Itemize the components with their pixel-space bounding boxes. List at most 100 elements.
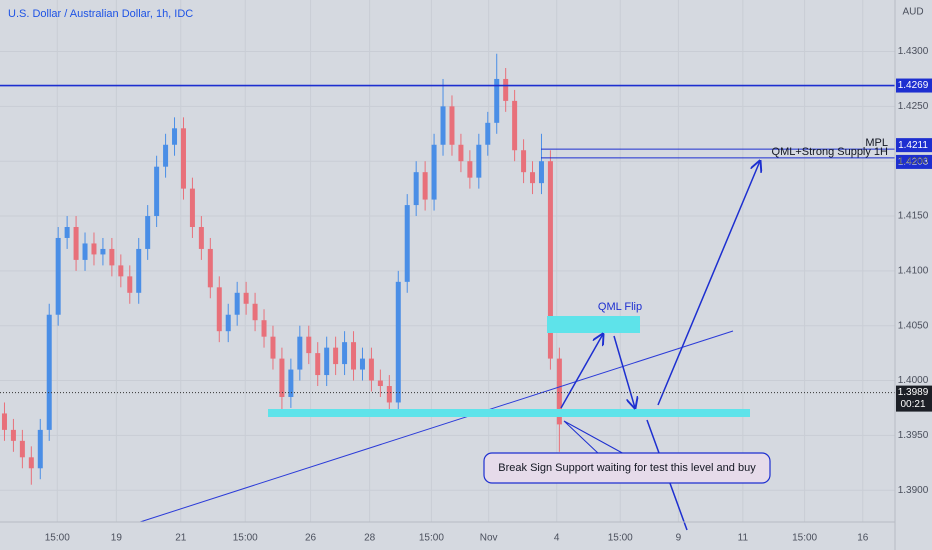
x-tick-label: 11	[738, 533, 749, 544]
x-tick-label: Nov	[480, 533, 498, 544]
candle-body	[476, 144, 482, 178]
candle-body	[431, 144, 437, 200]
candle-body	[180, 128, 186, 189]
candle-body	[234, 292, 240, 315]
candle-body	[55, 237, 61, 315]
countdown: 00:21	[900, 399, 925, 410]
x-tick-label: 15:00	[233, 533, 258, 544]
candle-body	[207, 248, 213, 288]
x-tick-label: 19	[111, 533, 123, 544]
x-tick-label: 4	[554, 533, 560, 544]
candle-body	[503, 78, 509, 101]
candle-body	[467, 161, 473, 178]
candle-body	[136, 248, 142, 293]
x-tick-label: 21	[175, 533, 187, 544]
price-tag	[896, 78, 932, 93]
candle-body	[270, 336, 276, 359]
level-text: QML+Strong Supply 1H	[772, 146, 889, 158]
candle-body	[163, 144, 169, 167]
x-tick-label: 26	[305, 533, 317, 544]
candle-body	[404, 205, 410, 282]
candle-body	[82, 243, 88, 260]
candle-body	[494, 78, 500, 123]
x-tick-label: 15:00	[608, 533, 633, 544]
candle-body	[1, 413, 7, 430]
candle-body	[324, 347, 330, 376]
candle-body	[279, 358, 285, 397]
candle-body	[556, 358, 562, 425]
candle-body	[288, 369, 294, 397]
candle-body	[458, 144, 464, 162]
currency: AUD	[902, 7, 923, 18]
candle-body	[172, 128, 178, 145]
candle-body	[109, 248, 115, 266]
candle-body	[342, 342, 348, 365]
trend-line	[139, 330, 734, 523]
candle-body	[377, 380, 383, 387]
x-tick-label: 15:00	[792, 533, 817, 544]
flip-label: QML Flip	[598, 301, 642, 313]
candle-body	[351, 342, 357, 370]
y-tick-label: 1.3900	[898, 485, 929, 496]
candle-body	[243, 292, 249, 304]
callout-text: Break Sign Support waiting for test this…	[498, 462, 756, 474]
y-tick-label: 1.4250	[898, 101, 929, 112]
candle-body	[100, 248, 106, 255]
candle-body	[198, 227, 204, 249]
candle-body	[252, 303, 258, 321]
candle-body	[216, 287, 222, 332]
callout-tail	[563, 420, 627, 456]
candle-body	[306, 336, 312, 354]
price-tag-label: 1.4203	[898, 157, 929, 168]
candle-body	[154, 166, 160, 217]
arrow	[560, 334, 603, 409]
candle-body	[297, 336, 303, 370]
candle-body	[261, 320, 267, 337]
candle-body	[530, 172, 536, 184]
candle-body	[485, 122, 491, 145]
candle-body	[10, 429, 16, 441]
candle-body	[538, 161, 544, 184]
support-zone	[268, 409, 750, 417]
candle-body	[413, 172, 419, 206]
candle-body	[521, 150, 527, 173]
level-text: MPL	[865, 137, 888, 149]
last-price-tag	[896, 385, 932, 412]
x-tick-label: 16	[857, 533, 869, 544]
candle-body	[19, 440, 25, 458]
candle-body	[359, 358, 365, 370]
candle-body	[73, 227, 79, 260]
candle-body	[225, 314, 231, 332]
candle-body	[368, 358, 374, 381]
candle-body	[315, 353, 321, 376]
candle-body	[189, 188, 195, 228]
candle-body	[118, 265, 124, 277]
candle-body	[37, 429, 43, 469]
candle-body	[46, 314, 52, 430]
candles	[1, 53, 562, 485]
flip-zone	[547, 316, 640, 333]
callout-box	[483, 452, 771, 484]
candle-body	[91, 243, 97, 255]
candle-body	[127, 276, 133, 293]
x-tick-label: 9	[676, 533, 682, 544]
candle-body	[395, 281, 401, 403]
arrow	[613, 335, 635, 408]
candle-body	[547, 161, 553, 359]
candle-body	[449, 106, 455, 145]
x-tick-label: 15:00	[45, 533, 70, 544]
drawings: Break Sign Support waiting for test this…	[139, 161, 771, 531]
y-tick-label: 1.4200	[898, 156, 929, 167]
candle-body	[386, 386, 392, 403]
price-tag-label: 1.4211	[898, 140, 928, 151]
levels: 1.4269 MPL 1.4211 QML+Strong Supply 1H 1.420…	[0, 78, 932, 412]
candle-body	[64, 227, 70, 238]
candle-body	[440, 106, 446, 145]
x-tick-label: 15:00	[419, 533, 444, 544]
candle-body	[512, 100, 518, 151]
candle-body	[422, 172, 428, 200]
y-tick-label: 1.3950	[898, 430, 929, 441]
y-tick-label: 1.4000	[898, 375, 929, 386]
